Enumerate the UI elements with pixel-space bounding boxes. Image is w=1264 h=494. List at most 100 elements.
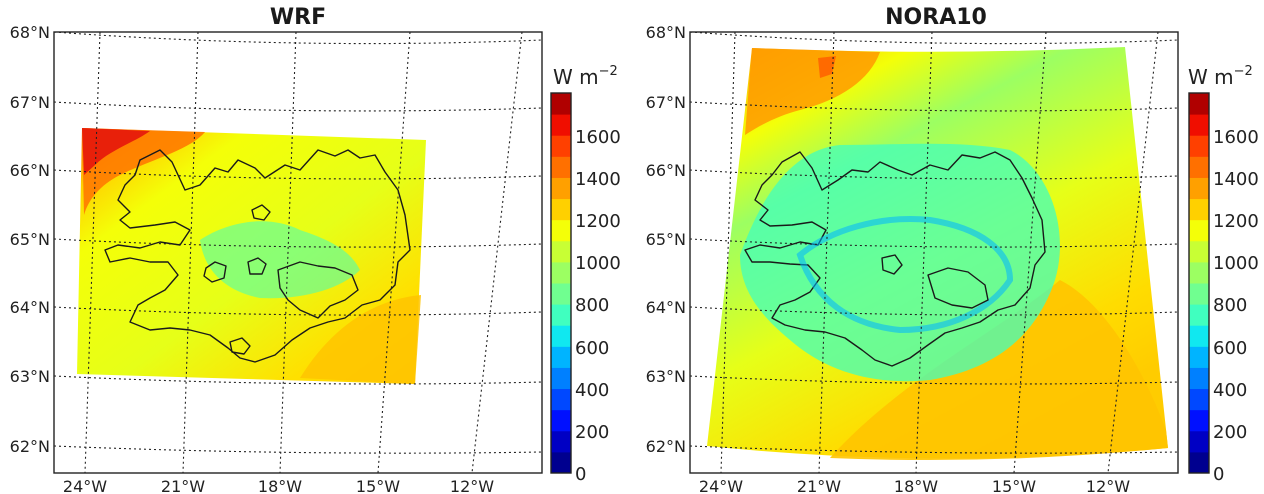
lat-label: 63°N [10, 367, 50, 386]
lon-label: 21°W [797, 477, 841, 494]
colorbar-swatch [1189, 451, 1209, 474]
colorbar-tick: 1200 [1213, 211, 1259, 232]
lat-label: 68°N [10, 23, 50, 42]
panel-title: WRF [270, 5, 326, 30]
lon-label: 24°W [699, 477, 743, 494]
colorbar-swatch [551, 304, 571, 326]
lat-label: 65°N [10, 230, 50, 249]
colorbar-tick: 1200 [575, 211, 621, 232]
colorbar-swatch [551, 325, 571, 347]
lon-label: 21°W [161, 477, 205, 494]
lat-label: 68°N [646, 23, 686, 42]
colorbar-tick: 200 [575, 422, 609, 443]
colorbar-swatch [1189, 177, 1209, 200]
lat-label: 62°N [10, 437, 50, 456]
lon-label: 24°W [63, 477, 107, 494]
lon-labels: 24°W 21°W 18°W 15°W 12°W [63, 477, 494, 494]
colorbar-swatch [1189, 114, 1209, 136]
lat-label: 64°N [10, 298, 50, 317]
colorbar-swatch [1189, 409, 1209, 432]
colorbar-tick: 1600 [575, 127, 621, 148]
lat-label: 64°N [646, 298, 686, 317]
lon-label: 12°W [1086, 477, 1130, 494]
nora10-inland-ring [796, 216, 1014, 334]
colorbar-swatch [1189, 430, 1209, 453]
colorbar-tick: 1600 [1213, 127, 1259, 148]
colorbar-swatch [1189, 261, 1209, 284]
lat-label: 66°N [646, 161, 686, 180]
colorbar-tick: 600 [1213, 338, 1247, 359]
colorbar-swatch [1189, 219, 1209, 242]
colorbar-swatch [551, 219, 571, 242]
glacier-myrdalsjokull [229, 337, 251, 355]
panel-title: NORA10 [885, 5, 987, 30]
colorbar-tick: 0 [575, 464, 586, 485]
colorbar-swatch [1189, 388, 1209, 411]
colorbar-tick: 1400 [1213, 169, 1259, 190]
colorbar-swatch [1189, 198, 1209, 221]
colorbar-swatch [1189, 346, 1209, 368]
colorbar-swatches [551, 93, 571, 474]
colorbar-swatches [1189, 93, 1209, 474]
glacier-vatnajokull [277, 261, 359, 319]
colorbar-swatch [1189, 240, 1209, 263]
nora10-se-band [830, 280, 1168, 461]
glacier-drangajokull [251, 204, 271, 221]
colorbar-wrf: W m−2 0 200 400 600 800 1000 1200 1400 1… [550, 64, 621, 485]
colorbar-swatch [551, 283, 571, 305]
colorbar-swatch [551, 430, 571, 453]
colorbar-frame [1188, 92, 1210, 474]
colorbar-swatch [551, 261, 571, 284]
lat-labels: 68°N 67°N 66°N 65°N 64°N 63°N 62°N [646, 23, 686, 456]
nora10-nw-maximum [745, 48, 880, 135]
lat-label: 65°N [646, 230, 686, 249]
colorbar-swatch [551, 156, 571, 178]
lon-label: 12°W [450, 477, 494, 494]
colorbar-swatch [1189, 135, 1209, 157]
colorbar-swatch [551, 177, 571, 200]
colorbar-swatch [551, 240, 571, 263]
colorbar-swatch [551, 367, 571, 390]
colorbar-swatch [551, 135, 571, 157]
lon-label: 15°W [356, 477, 400, 494]
glacier-langjokull [203, 261, 227, 283]
colorbar-tick: 400 [575, 380, 609, 401]
colorbar-unit: W m−2 [1188, 64, 1253, 89]
panel-nora10: NORA10 [646, 5, 1259, 494]
graticule-nora10 [690, 32, 1178, 473]
colorbar-unit: W m−2 [553, 64, 618, 89]
colorbar-tick: 800 [1213, 295, 1247, 316]
colorbar-frame [550, 92, 572, 474]
lon-labels: 24°W 21°W 18°W 15°W 12°W [699, 477, 1130, 494]
lon-label: 18°W [894, 477, 938, 494]
glacier-hofsjokull [247, 257, 267, 275]
colorbar-tick: 200 [1213, 422, 1247, 443]
colorbar-tick: 800 [575, 295, 609, 316]
colorbar-swatch [1189, 325, 1209, 347]
colorbar-swatch [551, 198, 571, 221]
lat-label: 67°N [646, 93, 686, 112]
colorbar-ticks: 0 200 400 600 800 1000 1200 1400 1600 [575, 127, 621, 485]
colorbar-ticks: 0 200 400 600 800 1000 1200 1400 1600 [1213, 127, 1259, 485]
lon-label: 15°W [992, 477, 1036, 494]
colorbar-swatch [1189, 93, 1209, 115]
wrf-se-band [300, 295, 421, 384]
iceland-land-wrf [104, 149, 411, 363]
colorbar-tick: 400 [1213, 380, 1247, 401]
colorbar-swatch [1189, 283, 1209, 305]
wrf-inland-high [200, 221, 360, 299]
lat-label: 67°N [10, 93, 50, 112]
colorbar-tick: 1000 [1213, 253, 1259, 274]
lat-label: 62°N [646, 437, 686, 456]
colorbar-tick: 600 [575, 338, 609, 359]
colorbar-swatch [1189, 304, 1209, 326]
colorbar-tick: 0 [1213, 464, 1224, 485]
colorbar-swatch [551, 409, 571, 432]
colorbar-swatch [1189, 156, 1209, 178]
lat-label: 63°N [646, 367, 686, 386]
colorbar-swatch [551, 346, 571, 368]
glacier-vatnajokull [927, 267, 989, 309]
colorbar-nora10: W m−2 0 200 400 600 800 1000 1200 1400 1… [1188, 64, 1259, 485]
colorbar-swatch [551, 388, 571, 411]
lon-label: 18°W [258, 477, 302, 494]
